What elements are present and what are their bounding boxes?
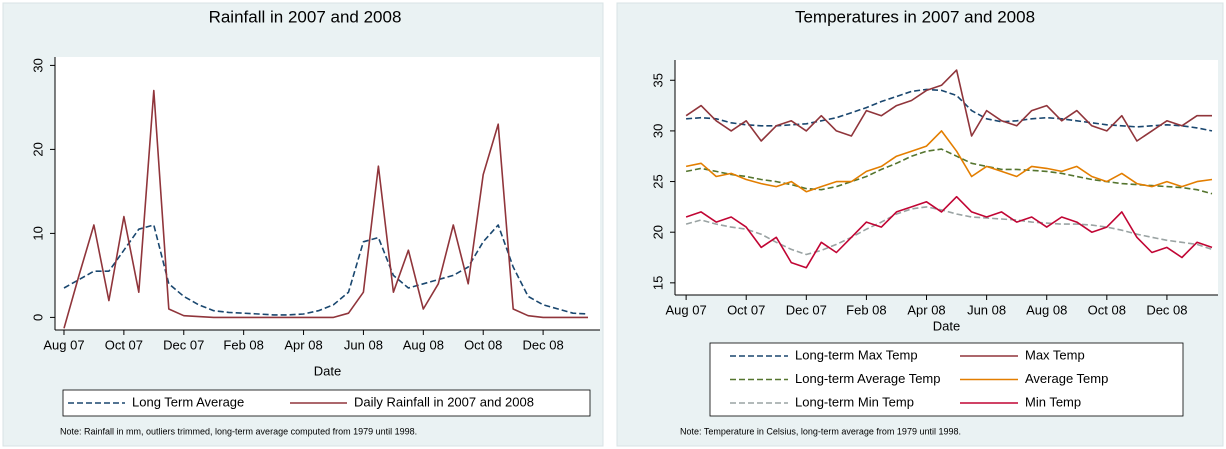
legend-label: Long-term Min Temp: [795, 394, 914, 409]
legend-label: Long-term Max Temp: [795, 347, 918, 362]
legend-label: Daily Rainfall in 2007 and 2008: [354, 394, 534, 409]
series-line: [685, 69, 1212, 142]
y-tick-label: 10: [30, 226, 45, 240]
series-line: [685, 130, 1213, 193]
plot-area: [675, 60, 1218, 295]
series-line: [686, 88, 1213, 132]
chart-title: Rainfall in 2007 and 2008: [209, 7, 402, 26]
x-tick-label: Jun 08: [967, 302, 1006, 317]
x-tick-label: Aug 07: [666, 302, 707, 317]
series-line: [685, 148, 1213, 195]
x-axis-label: Date: [933, 318, 960, 333]
y-tick-label: 30: [650, 124, 665, 138]
legend-label: Average Temp: [1025, 371, 1108, 386]
x-tick-label: Feb 08: [846, 302, 886, 317]
x-tick-label: Dec 07: [786, 302, 827, 317]
x-tick-label: Oct 08: [464, 337, 502, 352]
x-tick-label: Dec 08: [1146, 302, 1187, 317]
x-tick-label: Apr 08: [907, 302, 945, 317]
legend-label: Max Temp: [1025, 347, 1085, 362]
y-tick-label: 20: [650, 225, 665, 239]
note: Note: Rainfall in mm, outliers trimmed, …: [60, 426, 417, 436]
x-tick-label: Aug 08: [1026, 302, 1067, 317]
x-tick-label: Aug 08: [403, 337, 444, 352]
note: Note: Temperature in Celsius, long-term …: [680, 426, 961, 436]
x-tick-label: Jun 08: [344, 337, 383, 352]
x-axis-label: Date: [314, 363, 341, 378]
x-tick-label: Dec 08: [523, 337, 564, 352]
series-line: [63, 89, 588, 329]
x-tick-label: Aug 07: [43, 337, 84, 352]
x-tick-label: Oct 07: [727, 302, 765, 317]
plot-area: [55, 57, 600, 330]
x-tick-label: Feb 08: [223, 337, 263, 352]
y-tick-label: 35: [650, 73, 665, 87]
x-tick-label: Apr 08: [284, 337, 322, 352]
series-line: [63, 224, 589, 316]
legend: [709, 342, 1184, 417]
y-tick-label: 25: [650, 174, 665, 188]
y-tick-label: 20: [30, 142, 45, 156]
series-line: [685, 195, 1213, 269]
legend-label: Long-term Average Temp: [795, 371, 941, 386]
y-tick-label: 30: [30, 58, 45, 72]
x-tick-label: Dec 07: [163, 337, 204, 352]
x-tick-label: Oct 07: [105, 337, 143, 352]
chart-title: Temperatures in 2007 and 2008: [795, 7, 1035, 26]
x-tick-label: Oct 08: [1088, 302, 1126, 317]
y-tick-label: 15: [650, 276, 665, 290]
legend-label: Long Term Average: [132, 394, 244, 409]
y-tick-label: 0: [30, 314, 45, 321]
series-line: [685, 206, 1213, 256]
legend-label: Min Temp: [1025, 394, 1081, 409]
